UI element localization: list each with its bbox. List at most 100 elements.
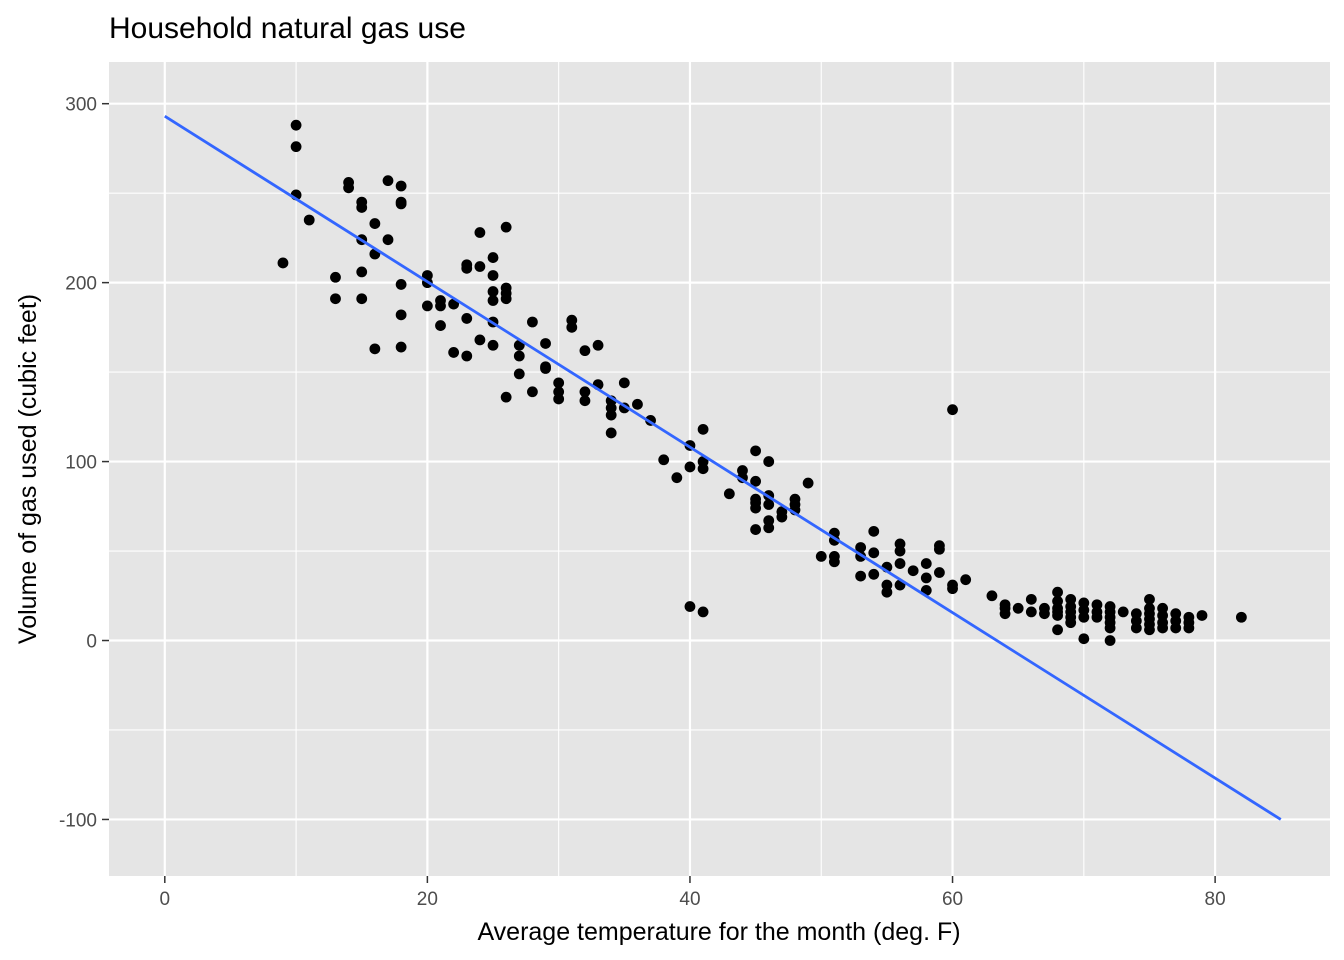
data-point bbox=[330, 293, 341, 305]
data-point bbox=[920, 572, 932, 584]
data-point bbox=[500, 391, 512, 403]
data-point bbox=[750, 524, 762, 535]
data-point bbox=[487, 339, 499, 351]
y-tick-label: 0 bbox=[86, 632, 97, 653]
data-point bbox=[474, 261, 486, 272]
data-point bbox=[356, 202, 368, 213]
data-point bbox=[1130, 622, 1142, 634]
data-point bbox=[461, 262, 473, 274]
data-point bbox=[1104, 622, 1116, 634]
data-point bbox=[500, 221, 512, 233]
data-point bbox=[855, 570, 867, 582]
data-point bbox=[618, 377, 630, 389]
data-point bbox=[802, 477, 814, 489]
data-point bbox=[697, 606, 709, 618]
data-point bbox=[527, 386, 538, 398]
data-point bbox=[868, 525, 880, 537]
y-tick-label: 200 bbox=[65, 274, 97, 295]
data-point bbox=[605, 409, 617, 421]
y-tick-label: 100 bbox=[65, 453, 97, 474]
data-point bbox=[1052, 586, 1063, 598]
data-point bbox=[934, 543, 945, 555]
data-point bbox=[1012, 602, 1024, 614]
data-point bbox=[894, 545, 906, 557]
x-axis: 0 20 40 60 80 bbox=[160, 876, 1226, 910]
data-point bbox=[487, 295, 499, 306]
data-point bbox=[1078, 633, 1090, 645]
data-point bbox=[579, 386, 591, 398]
y-axis-title: Volume of gas used (cubic feet) bbox=[14, 294, 42, 644]
data-point bbox=[920, 558, 932, 569]
data-point bbox=[382, 175, 394, 187]
regression-line bbox=[164, 115, 1282, 821]
data-point bbox=[1144, 624, 1155, 636]
data-point bbox=[1183, 622, 1195, 634]
data-point bbox=[1104, 635, 1116, 646]
data-point bbox=[960, 574, 972, 586]
data-point bbox=[776, 511, 788, 523]
data-point bbox=[1065, 617, 1077, 629]
data-point bbox=[750, 475, 762, 487]
data-point bbox=[579, 395, 591, 407]
data-point bbox=[671, 472, 683, 484]
data-point bbox=[356, 266, 368, 278]
data-point bbox=[448, 347, 460, 358]
data-point bbox=[421, 300, 433, 312]
data-point bbox=[999, 608, 1011, 620]
data-point bbox=[1170, 622, 1182, 634]
data-point bbox=[553, 377, 565, 389]
data-point bbox=[934, 567, 945, 578]
data-point bbox=[540, 338, 551, 349]
data-point bbox=[369, 218, 381, 229]
data-point bbox=[894, 558, 906, 569]
data-point bbox=[855, 542, 867, 553]
y-axis: -100 0 100 200 300 bbox=[59, 95, 109, 831]
data-point bbox=[1157, 622, 1169, 634]
data-point bbox=[395, 309, 407, 321]
data-point bbox=[1144, 593, 1155, 605]
data-point bbox=[605, 427, 617, 439]
data-point bbox=[435, 320, 446, 331]
data-point bbox=[369, 343, 381, 355]
data-point bbox=[828, 556, 840, 568]
data-point bbox=[290, 141, 302, 153]
chart-title: Household natural gas use bbox=[109, 12, 466, 45]
data-point bbox=[723, 488, 735, 500]
data-point bbox=[553, 393, 565, 405]
data-point bbox=[487, 270, 499, 281]
data-point bbox=[1091, 611, 1103, 623]
data-point bbox=[1117, 606, 1129, 618]
x-tick-label: 20 bbox=[417, 889, 438, 910]
data-point bbox=[632, 398, 643, 410]
data-point bbox=[382, 234, 394, 246]
y-tick-label: -100 bbox=[59, 810, 97, 831]
data-point bbox=[763, 522, 775, 534]
data-point bbox=[1052, 624, 1063, 636]
data-point bbox=[566, 321, 578, 333]
data-point bbox=[527, 316, 538, 328]
data-point bbox=[658, 454, 670, 466]
y-tick-label: 300 bbox=[65, 95, 97, 116]
data-point bbox=[395, 341, 407, 353]
data-point bbox=[881, 586, 893, 598]
data-point bbox=[763, 499, 775, 510]
data-point bbox=[579, 345, 591, 357]
x-tick-label: 80 bbox=[1205, 889, 1226, 910]
data-point bbox=[947, 404, 958, 416]
data-point bbox=[1039, 608, 1050, 620]
data-point bbox=[750, 445, 762, 457]
data-point bbox=[684, 601, 696, 612]
data-point bbox=[697, 423, 709, 435]
data-point bbox=[395, 279, 407, 290]
data-point bbox=[1052, 610, 1063, 621]
data-point bbox=[290, 119, 302, 131]
data-point bbox=[1235, 611, 1247, 623]
data-point bbox=[474, 334, 486, 346]
data-point bbox=[1196, 610, 1208, 621]
data-point bbox=[684, 461, 696, 473]
data-points bbox=[277, 119, 1247, 646]
data-point bbox=[750, 502, 762, 514]
data-point bbox=[487, 286, 499, 297]
data-point bbox=[1025, 593, 1037, 605]
